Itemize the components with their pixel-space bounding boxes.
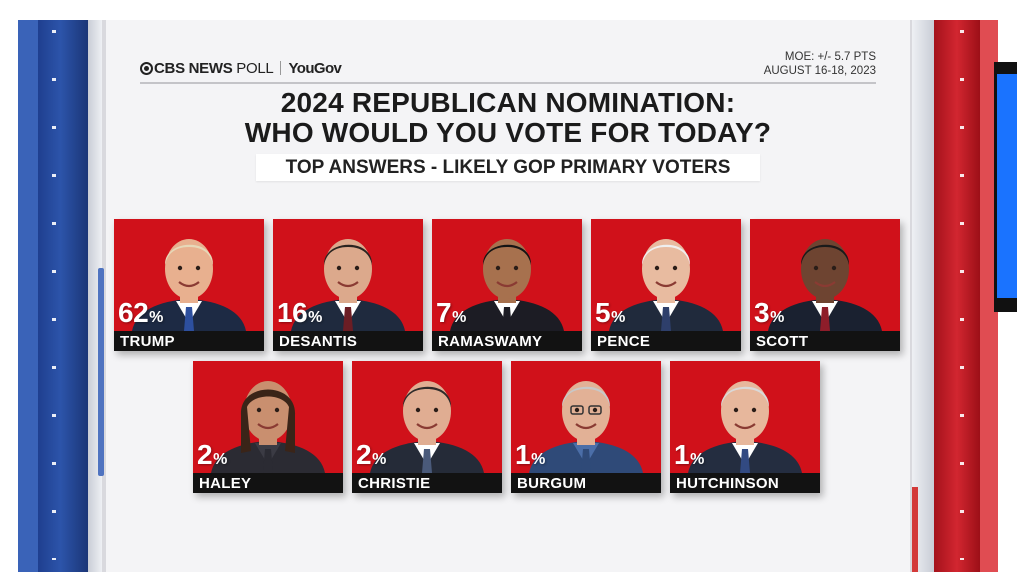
candidate-name: HUTCHINSON bbox=[676, 475, 779, 492]
percentage-label: 62% bbox=[118, 298, 163, 333]
candidate-portrait bbox=[132, 239, 246, 331]
percent-unit: % bbox=[149, 309, 163, 326]
percentage-label: 7% bbox=[436, 298, 466, 333]
name-bar bbox=[193, 473, 343, 493]
name-bar bbox=[591, 331, 741, 351]
left-pillar-light bbox=[18, 20, 38, 572]
candidate-card-trump: 62% TRUMP bbox=[114, 219, 264, 351]
candidate-name: SCOTT bbox=[756, 333, 809, 350]
percent-unit: % bbox=[531, 451, 545, 468]
percentage-value: 2 bbox=[197, 439, 213, 470]
percent-unit: % bbox=[611, 309, 625, 326]
candidate-card-pence: 5% PENCE bbox=[591, 219, 741, 351]
name-bar bbox=[511, 473, 661, 493]
chart-subtitle: TOP ANSWERS - LIKELY GOP PRIMARY VOTERS bbox=[256, 154, 760, 181]
title-line-1: 2024 REPUBLICAN NOMINATION: bbox=[280, 87, 736, 118]
poll-dates: AUGUST 16-18, 2023 bbox=[763, 65, 876, 77]
left-accent-bar bbox=[98, 268, 104, 476]
candidate-card-ramaswamy: 7% RAMASWAMY bbox=[432, 219, 582, 351]
candidate-card-burgum: 1% BURGUM bbox=[511, 361, 661, 493]
candidate-name: PENCE bbox=[597, 333, 651, 350]
candidate-portrait bbox=[529, 381, 643, 473]
header-divider bbox=[140, 82, 876, 84]
candidate-portrait bbox=[450, 239, 564, 331]
name-bar bbox=[114, 331, 264, 351]
name-bar bbox=[750, 331, 900, 351]
percentage-label: 2% bbox=[356, 440, 386, 475]
left-pillar bbox=[38, 20, 88, 572]
percentage-label: 16% bbox=[277, 298, 322, 333]
name-bar bbox=[670, 473, 820, 493]
percentage-value: 1 bbox=[515, 439, 531, 470]
candidate-portrait bbox=[688, 381, 802, 473]
percentage-value: 5 bbox=[595, 297, 611, 328]
candidate-name: CHRISTIE bbox=[358, 475, 431, 492]
right-pillar-edge bbox=[912, 20, 934, 572]
percentage-value: 16 bbox=[277, 297, 308, 328]
percentage-value: 7 bbox=[436, 297, 452, 328]
percentage-label: 5% bbox=[595, 298, 625, 333]
chart-title: 2024 REPUBLICAN NOMINATION: WHO WOULD YO… bbox=[130, 88, 886, 148]
title-line-2: WHO WOULD YOU VOTE FOR TODAY? bbox=[244, 117, 772, 148]
percent-unit: % bbox=[690, 451, 704, 468]
candidate-name: BURGUM bbox=[517, 475, 587, 492]
candidate-card-hutchinson: 1% HUTCHINSON bbox=[670, 361, 820, 493]
logo-divider bbox=[280, 61, 282, 75]
candidate-name: DESANTIS bbox=[279, 333, 358, 350]
poll-meta: MOE: +/- 5.7 PTS AUGUST 16-18, 2023 bbox=[720, 50, 876, 78]
candidate-name: HALEY bbox=[199, 475, 252, 492]
percent-unit: % bbox=[770, 309, 784, 326]
side-monitor-screen bbox=[997, 74, 1017, 298]
candidate-name: RAMASWAMY bbox=[438, 333, 543, 350]
candidate-portrait bbox=[768, 239, 882, 331]
cbs-eye-icon bbox=[140, 62, 153, 75]
right-pillar-lights bbox=[960, 30, 964, 560]
margin-of-error: MOE: +/- 5.7 PTS bbox=[784, 51, 876, 63]
right-accent-bar bbox=[912, 487, 918, 572]
percentage-value: 62 bbox=[118, 297, 149, 328]
name-bar bbox=[352, 473, 502, 493]
name-bar bbox=[273, 331, 423, 351]
yougov-logo: YouGov bbox=[288, 60, 342, 77]
right-pillar bbox=[934, 20, 980, 572]
percent-unit: % bbox=[308, 309, 322, 326]
percentage-label: 1% bbox=[674, 440, 704, 475]
percentage-label: 1% bbox=[515, 440, 545, 475]
candidate-portrait bbox=[370, 381, 484, 473]
percentage-value: 1 bbox=[674, 439, 690, 470]
candidate-card-desantis: 16% DESANTIS bbox=[273, 219, 423, 351]
percent-unit: % bbox=[372, 451, 386, 468]
percentage-label: 2% bbox=[197, 440, 227, 475]
percent-unit: % bbox=[213, 451, 227, 468]
candidate-portrait bbox=[291, 239, 405, 331]
percentage-value: 3 bbox=[754, 297, 770, 328]
candidate-card-haley: 2% HALEY bbox=[193, 361, 343, 493]
percent-unit: % bbox=[452, 309, 466, 326]
candidate-name: TRUMP bbox=[120, 333, 175, 350]
left-pillar-lights bbox=[52, 30, 56, 560]
candidate-card-scott: 3% SCOTT bbox=[750, 219, 900, 351]
right-pillar-light bbox=[980, 20, 998, 572]
name-bar bbox=[432, 331, 582, 351]
percentage-value: 2 bbox=[356, 439, 372, 470]
candidate-portrait bbox=[211, 381, 325, 473]
candidate-card-christie: 2% CHRISTIE bbox=[352, 361, 502, 493]
cbs-news-poll-logo: CBS NEWS POLL YouGov bbox=[140, 60, 342, 77]
percentage-label: 3% bbox=[754, 298, 784, 333]
candidate-portrait bbox=[609, 239, 723, 331]
